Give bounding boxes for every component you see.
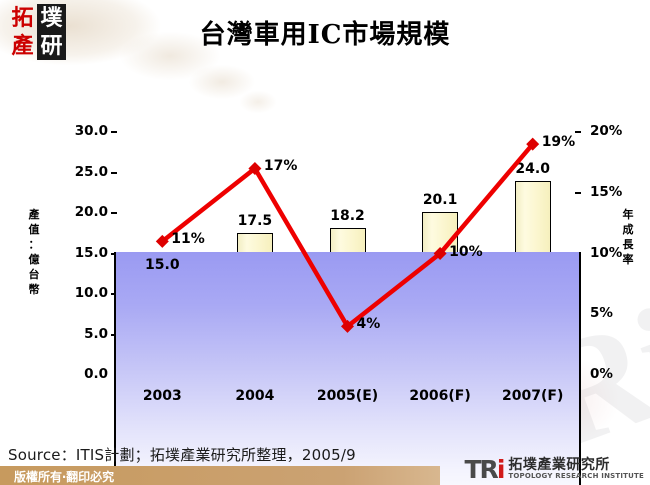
logo-char-3: 產 — [11, 33, 34, 59]
y-axis-tick-label-right: 5% — [590, 305, 613, 322]
tri-wordmark-letter: R — [479, 454, 499, 484]
y-axis-tick-label-left: 0.0 — [84, 366, 108, 382]
y-axis-title-left: 產值：億台幣 — [28, 208, 40, 296]
y-axis-tick-label-right: 0% — [590, 366, 613, 382]
y-axis-tick-mark-left — [111, 131, 117, 133]
y-axis-tick-mark-right — [575, 191, 581, 194]
growth-rate-value-label: 19% — [541, 134, 576, 151]
footer-brand-en: TOPOLOGY RESEARCH INSTITUTE — [508, 471, 644, 480]
bar-value-label: 18.2 — [330, 207, 365, 224]
growth-rate-value-label: 11% — [171, 231, 205, 248]
y-axis-tick-mark-left — [111, 171, 117, 174]
x-axis-category-label: 2007(F) — [502, 388, 564, 404]
y-axis-tick-label-left: 20.0 — [74, 204, 108, 220]
tri-wordmark-letter: T — [464, 454, 481, 484]
growth-rate-marker-2004[interactable] — [248, 161, 262, 175]
y-axis-tick-label-right: 15% — [590, 183, 623, 200]
brand-logo: 拓 墣 產 研 — [8, 4, 66, 60]
growth-rate-value-label: 17% — [263, 158, 298, 175]
copyright-text: 版權所有‧翻印必究 — [14, 470, 115, 484]
y-axis-tick-label-left: 10.0 — [74, 285, 108, 301]
y-axis-tick-label-right: 20% — [590, 123, 623, 139]
bar-value-label: 15.0 — [145, 256, 180, 273]
tri-wordmark: TRi — [464, 454, 505, 484]
y-axis-tick-label-left: 25.0 — [74, 163, 108, 180]
x-axis-category-label: 2006(F) — [409, 388, 471, 404]
growth-rate-marker-2003[interactable] — [155, 234, 169, 248]
footer-brand-cn: 拓墣產業研究所 — [508, 456, 610, 473]
secondary-axis-line — [579, 252, 581, 485]
y-axis-tick-label-left: 15.0 — [74, 244, 108, 261]
x-axis-category-label: 2005(E) — [316, 388, 379, 404]
bar-value-label: 17.5 — [237, 213, 273, 230]
page-title: 台灣車用IC市場規模 — [199, 20, 451, 50]
x-axis-category-label: 2004 — [235, 388, 275, 404]
tri-wordmark-letter: i — [496, 454, 505, 484]
footer-brand-logo: TRi 拓墣產業研究所 TOPOLOGY RESEARCH INSTITUTE — [464, 454, 644, 484]
logo-char-1: 拓 — [11, 5, 34, 31]
chart-area: 0.0 5.0 10.0 15.0 20.0 25.0 30.0 0% 5% 10% 15% 20% 1… — [0, 120, 650, 485]
bar-value-label: 24.0 — [515, 160, 550, 177]
footer-brand-text: 拓墣產業研究所 TOPOLOGY RESEARCH INSTITUTE — [508, 458, 644, 480]
logo-char-4: 研 — [37, 32, 66, 60]
growth-rate-value-label: 4% — [356, 316, 381, 333]
copyright-strip: 版權所有‧翻印必究 — [0, 466, 440, 485]
y-axis-tick-mark-left — [111, 212, 117, 214]
growth-rate-value-label: 10% — [449, 243, 483, 260]
y-axis-tick-label-right: 10% — [590, 244, 623, 261]
y-axis-title-right: 年成長率 — [622, 208, 634, 266]
source-note: Source：ITIS計劃；拓墣產業研究所整理，2005/9 — [8, 446, 356, 464]
y-axis-tick-label-left: 30.0 — [74, 123, 108, 139]
bar-value-label: 20.1 — [422, 192, 458, 209]
y-axis-tick-label-left: 5.0 — [84, 325, 108, 342]
y-axis-tick-mark-right — [575, 131, 581, 133]
logo-char-2: 墣 — [37, 4, 66, 32]
growth-rate-marker-2007(F)[interactable] — [526, 137, 540, 151]
x-axis-category-label: 2003 — [142, 388, 182, 404]
